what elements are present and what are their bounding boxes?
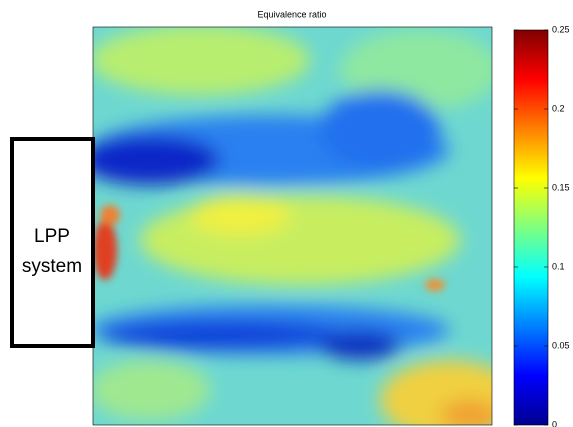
page: Equivalence ratio 0 0.05 0.1 0.15 0.2 0.25 LP… (0, 0, 573, 427)
chart-title: Equivalence ratio (257, 9, 326, 19)
colorbar-tick-label: 0 (552, 419, 557, 427)
colorbar-tick-label: 0.15 (552, 182, 570, 192)
colorbar-tick-label: 0.1 (552, 261, 565, 271)
colorbar-tick-label: 0.2 (552, 103, 565, 113)
annotation-line: LPP (34, 226, 70, 247)
field-image (80, 25, 520, 427)
annotation-line: system (22, 256, 82, 277)
colorbar-tick-label: 0.05 (552, 340, 570, 350)
colorbar-tick-label: 0.25 (552, 24, 570, 34)
chart: Equivalence ratio 0 0.05 0.1 0.15 0.2 0.25 LP… (0, 0, 573, 427)
colorbar (514, 30, 548, 425)
